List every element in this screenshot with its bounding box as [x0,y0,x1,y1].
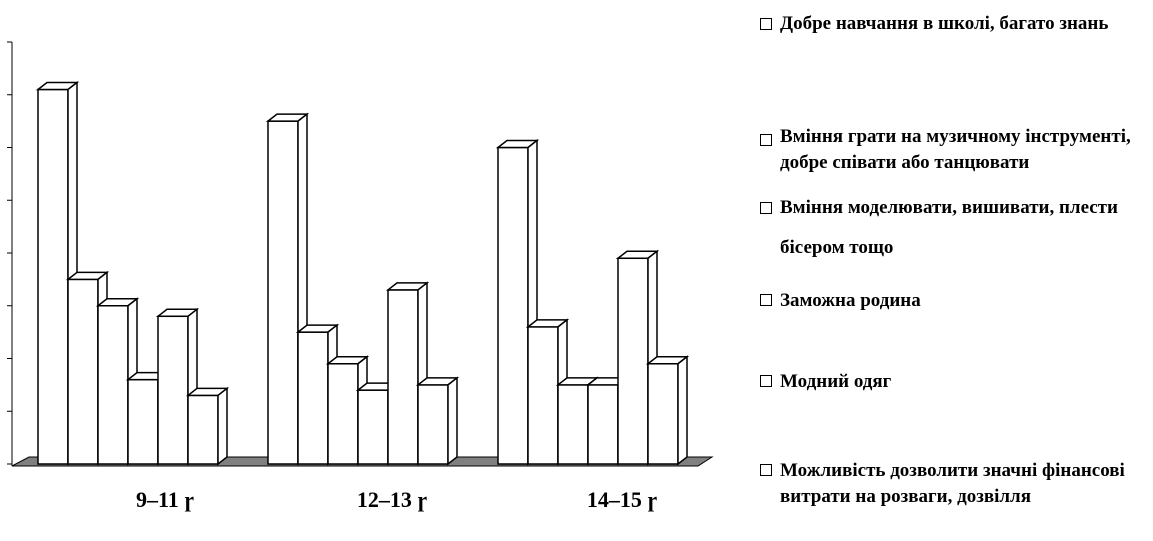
legend-swatch [760,134,772,146]
x-tick-label: 9–11 ɼ [136,487,194,512]
legend-label: Модний одяг [780,371,892,392]
bars-group [35,80,690,466]
chart-area: 9–11 ɼ 12–13 ɼ 14–15 ɼ [7,41,714,512]
legend-label: Вміння грати на музичному інструменті, д… [780,126,1131,173]
legend-swatch [760,464,772,476]
bar [415,376,460,466]
legend-swatch [760,202,772,214]
legend-swatch [760,375,772,387]
bar [185,386,230,466]
legend-swatch [760,294,772,306]
x-tick-label: 12–13 ɼ [357,487,428,512]
legend-label: Заможна родина [780,290,921,311]
bar [645,355,690,466]
x-tick-label: 14–15 ɼ [587,487,658,512]
bar [325,355,370,466]
legend-swatch [760,18,772,30]
legend-label: Можливість дозволити значні фінансові ви… [780,460,1125,507]
y-axis-ticks [7,41,12,465]
legend-label: Добре навчання в школі, багато знань [780,13,1109,34]
x-axis-labels: 9–11 ɼ 12–13 ɼ 14–15 ɼ [136,487,657,512]
legend-label: Вміння моделювати, вишивати, плести бісе… [780,197,1118,258]
